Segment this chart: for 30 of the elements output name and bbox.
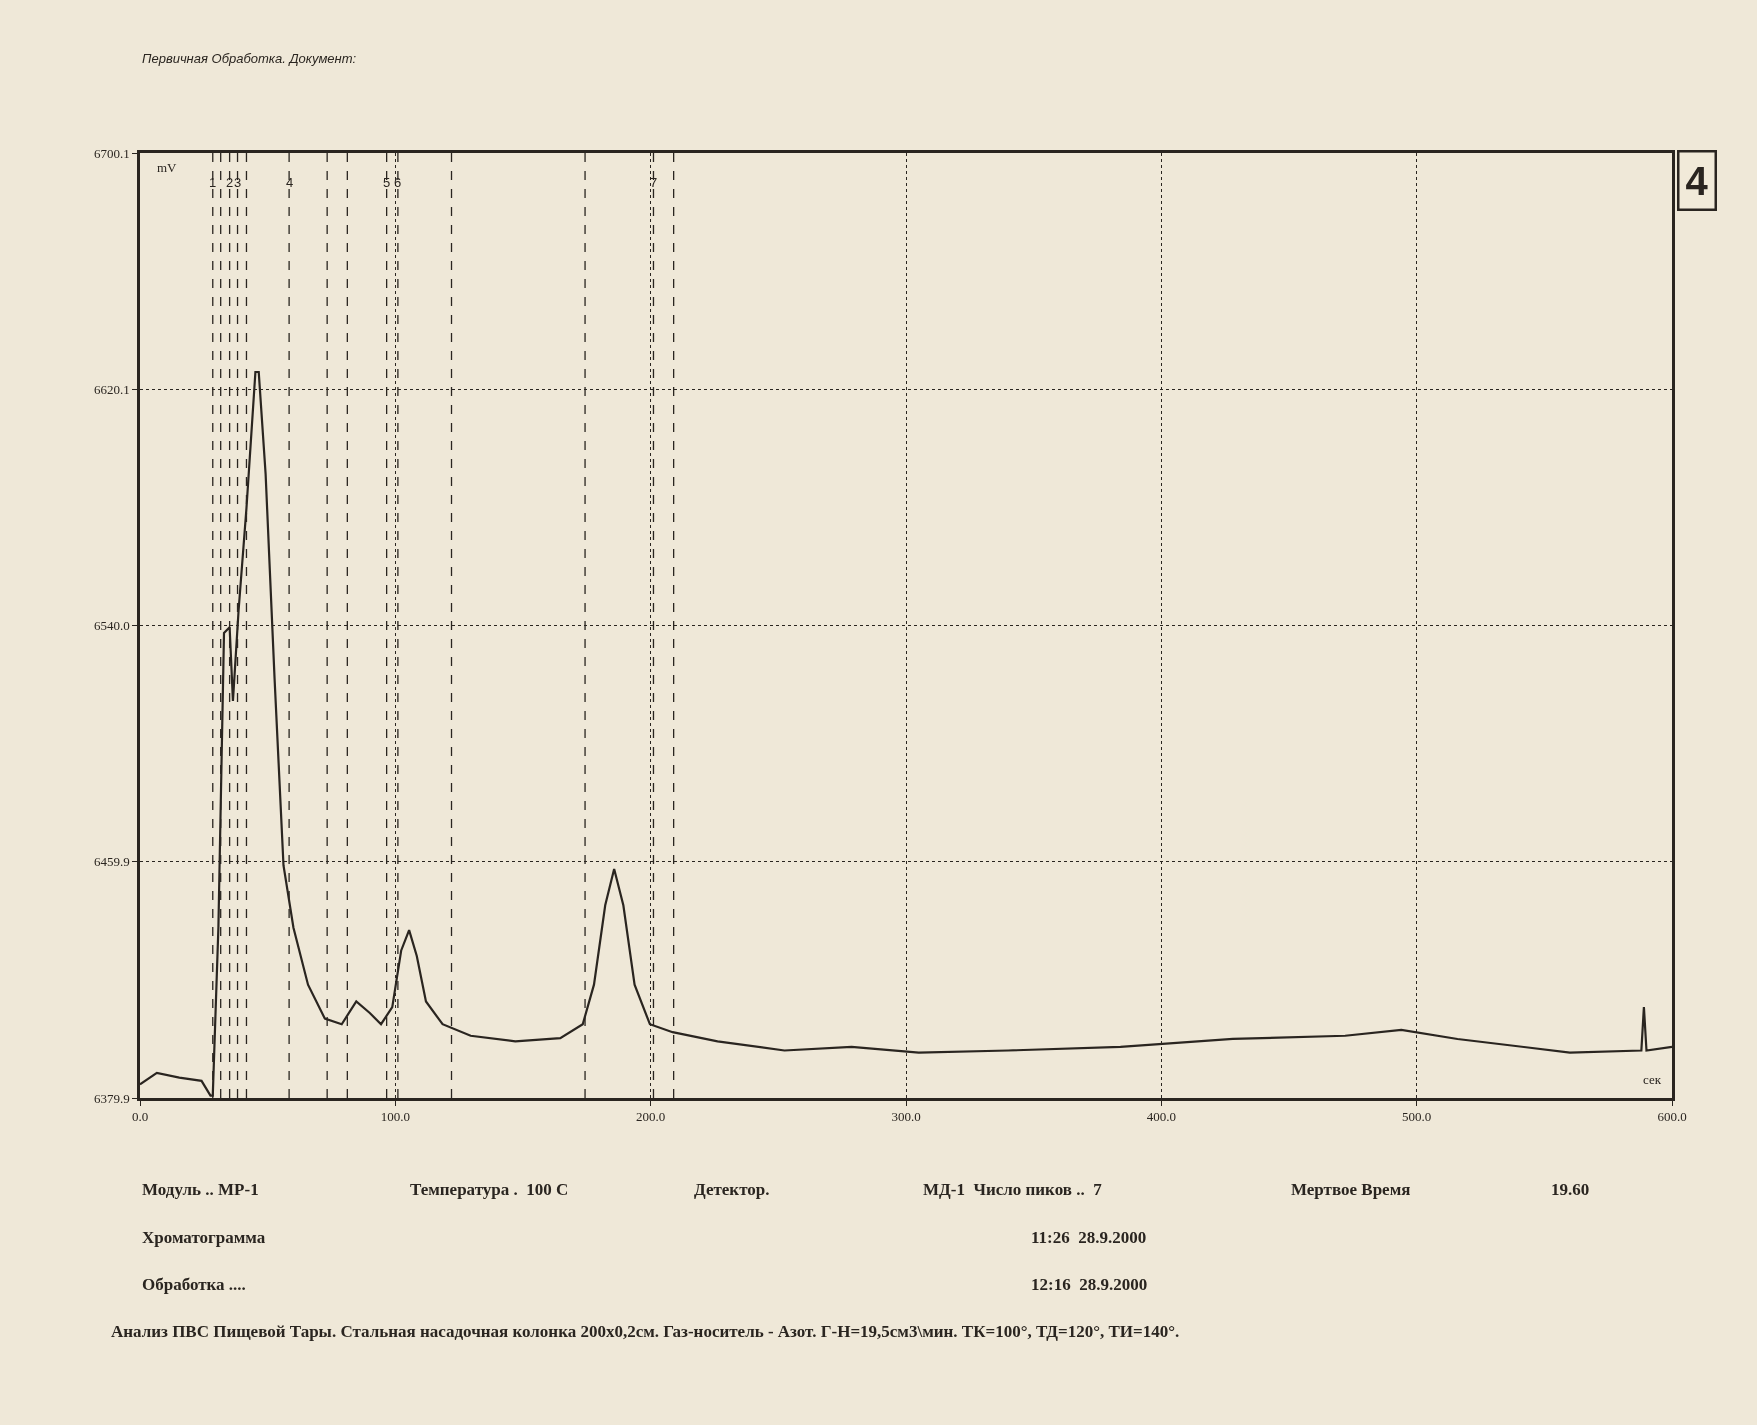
annotation: 4 — [286, 175, 294, 190]
text: Детектор. — [694, 1180, 770, 1199]
y-tick-label: 6379.9 — [93, 1090, 130, 1106]
text: МД-1 Число пиков .. 7 — [923, 1180, 1103, 1199]
y-tick-label: 6700.1 — [93, 145, 130, 161]
y-tick-label: 6620.1 — [93, 381, 130, 397]
y-tick-label: 6540.0 — [93, 618, 130, 634]
chart-title: Первичная Обработка. Документ: — [142, 51, 357, 66]
text: Обработка .... — [142, 1275, 246, 1294]
text: Модуль .. MP-1 — [142, 1180, 259, 1199]
x-tick-label: 400.0 — [1146, 1109, 1176, 1125]
text: 12:16 28.9.2000 — [1031, 1275, 1148, 1294]
text: Анализ ПВС Пищевой Тары. Стальная насадочная колонка 200х0,2см. Газ-носитель - Азот. Г-Н=19,5см3\мин. ТК=100°, ТД=120°, ТИ=140°. — [111, 1322, 1180, 1341]
x-tick-label: 500.0 — [1402, 1109, 1432, 1125]
x-tick-label: 100.0 — [380, 1109, 410, 1125]
x-tick-label: 0.0 — [131, 1109, 149, 1125]
annotation: 5 — [383, 175, 391, 190]
text: 19.60 — [1551, 1180, 1590, 1199]
y-tick-label: 6459.9 — [93, 854, 130, 870]
text: Мертвое Время — [1291, 1180, 1411, 1199]
y-axis-title: mV — [157, 160, 178, 175]
text: Хроматограмма — [142, 1228, 266, 1247]
x-tick-label: 300.0 — [891, 1109, 921, 1125]
annotation: 1 — [209, 175, 217, 190]
text: 4 — [1685, 158, 1709, 203]
text: Температура . 100 C — [410, 1180, 569, 1199]
x-tick-label: 200.0 — [636, 1109, 666, 1125]
text: 11:26 28.9.2000 — [1031, 1228, 1147, 1247]
x-axis-title: сек — [1643, 1072, 1662, 1087]
x-tick-label: 600.0 — [1657, 1109, 1687, 1125]
